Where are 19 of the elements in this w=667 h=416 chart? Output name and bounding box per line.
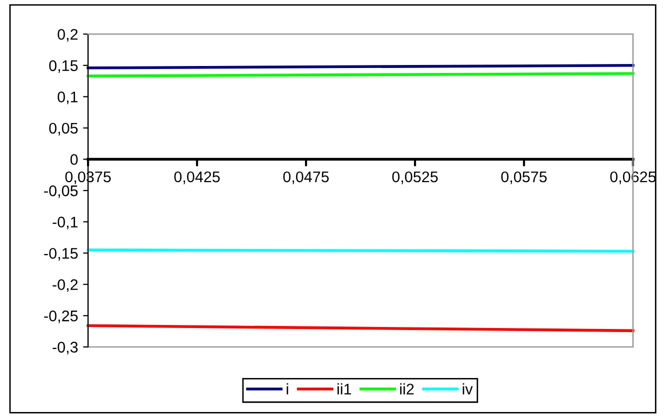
y-tick-label: 0,05 bbox=[49, 122, 78, 136]
y-tick-label: 0 bbox=[70, 154, 78, 165]
y-tick-label: 0,2 bbox=[58, 28, 78, 42]
y-tick-label: 0,15 bbox=[49, 60, 78, 73]
x-tick-label: 0,0475 bbox=[283, 171, 329, 184]
y-tick-label: -0,3 bbox=[52, 342, 78, 354]
y-tick-label: -0,05 bbox=[44, 185, 78, 198]
x-tick-label: 0,0425 bbox=[174, 171, 220, 184]
x-tick-label: 0,0575 bbox=[501, 171, 547, 184]
x-tick-label: 0,0525 bbox=[392, 171, 438, 184]
legend-label: i bbox=[286, 383, 288, 394]
legend-label: ii1 bbox=[338, 383, 352, 394]
legend-label: iv bbox=[462, 383, 473, 394]
y-tick-label: 0,1 bbox=[58, 92, 78, 104]
y-tick-label: -0,15 bbox=[44, 248, 78, 261]
y-tick-label: -0,25 bbox=[44, 310, 78, 324]
y-tick-label: -0,1 bbox=[52, 216, 78, 230]
legend-label: ii2 bbox=[400, 383, 414, 394]
y-tick-label: -0,2 bbox=[52, 279, 78, 292]
